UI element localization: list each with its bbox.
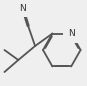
Text: N: N [68, 29, 75, 38]
Text: N: N [19, 4, 26, 13]
